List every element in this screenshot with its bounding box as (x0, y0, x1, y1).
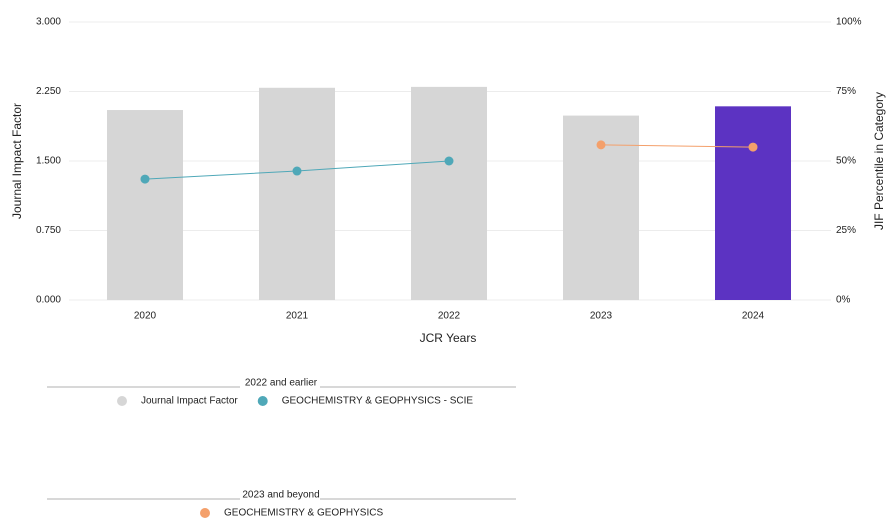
y-tick-label: 3.000 (36, 17, 61, 28)
y2-axis-label: JIF Percentile in Category (872, 92, 886, 230)
x-axis-label: JCR Years (420, 331, 477, 345)
x-tick-label: 2023 (590, 311, 613, 322)
line (600, 144, 754, 148)
y2-tick-label: 25% (836, 225, 856, 236)
legend-marker (117, 396, 127, 406)
bar (411, 86, 487, 300)
legend-label: GEOCHEMISTRY & GEOPHYSICS - SCIE (282, 396, 474, 407)
legend-marker (257, 396, 268, 406)
point (748, 142, 758, 152)
y2-tick-label: 50% (836, 156, 856, 167)
x-tick-label: 2020 (134, 311, 157, 322)
point (140, 174, 150, 184)
y2-tick-label: 0% (836, 295, 851, 306)
point (292, 166, 302, 176)
y2-tick-label: 75% (836, 86, 856, 97)
legend-marker (200, 508, 210, 518)
x-tick-label: 2021 (286, 311, 309, 322)
point (596, 140, 606, 150)
x-tick-label: 2024 (742, 311, 765, 322)
legend-title: 2023 and beyond (242, 490, 319, 501)
bar (107, 110, 183, 301)
legend-label: Journal Impact Factor (141, 396, 238, 407)
legend-label: GEOCHEMISTRY & GEOPHYSICS (224, 508, 383, 519)
y-tick-label: 1.500 (36, 156, 61, 167)
y2-tick-label: 100% (836, 17, 862, 28)
bar (259, 87, 335, 300)
y-tick-label: 0.000 (36, 295, 61, 306)
y-tick-label: 2.250 (36, 86, 61, 97)
y-axis-label: Journal Impact Factor (10, 103, 24, 219)
legend-title: 2022 and earlier (245, 378, 318, 389)
point (444, 156, 454, 166)
x-tick-label: 2022 (438, 311, 461, 322)
y-tick-label: 0.750 (36, 225, 61, 236)
bar (715, 106, 791, 301)
